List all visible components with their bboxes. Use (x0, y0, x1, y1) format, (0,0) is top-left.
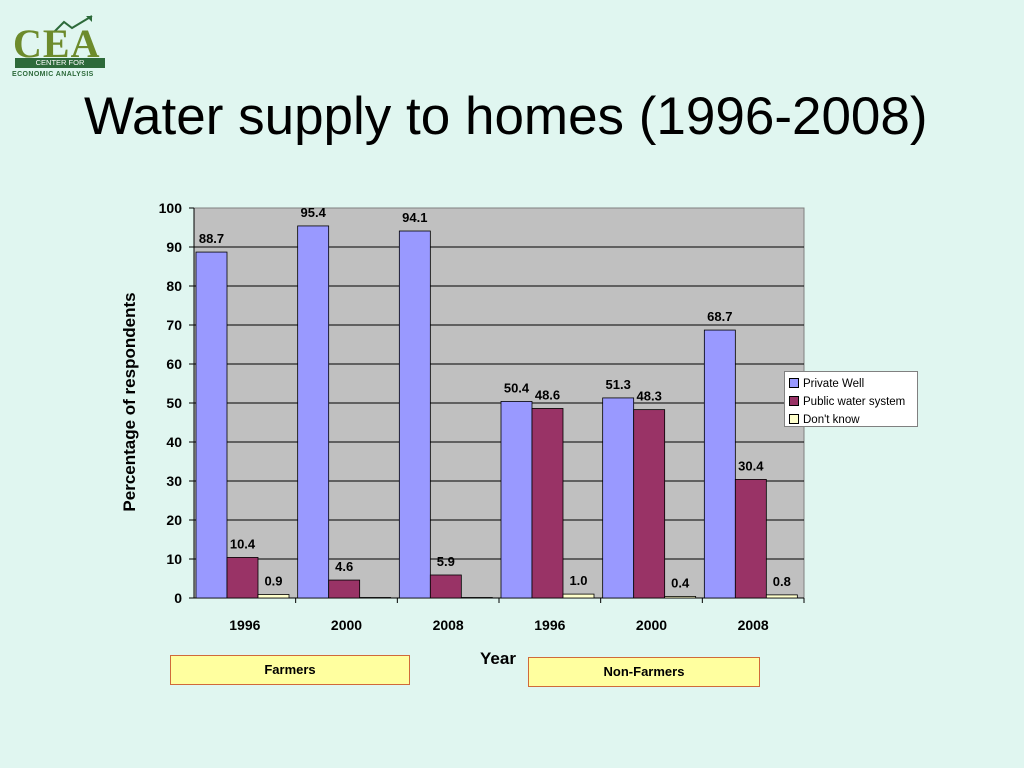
legend-label: Don't know (803, 414, 860, 426)
data-label: 48.6 (535, 387, 560, 402)
bar (297, 225, 330, 599)
data-label: 5.9 (437, 554, 455, 569)
bar (429, 574, 462, 599)
logo-subtitle-1: CENTER FOR (15, 58, 105, 68)
data-label: 30.4 (738, 458, 764, 473)
data-label: 0.9 (264, 573, 282, 588)
bar (398, 230, 431, 599)
legend-item: Private Well (789, 375, 917, 393)
legend-swatch (789, 396, 799, 406)
y-tick-label: 70 (166, 317, 182, 333)
y-tick-label: 30 (166, 473, 182, 489)
logo-wordmark: CEA (13, 21, 101, 66)
bar (562, 593, 595, 599)
data-label: 0.8 (773, 574, 791, 589)
data-label: 0.4 (671, 575, 690, 590)
data-label: 48.3 (637, 389, 662, 404)
x-tick-label: 2000 (636, 617, 667, 633)
y-tick-label: 100 (159, 200, 183, 216)
data-label: 4.6 (335, 559, 353, 574)
cea-logo: CEA CENTER FOR ECONOMIC ANALYSIS (10, 14, 110, 82)
data-label: 1.0 (569, 573, 587, 588)
legend-swatch (789, 378, 799, 388)
data-label: 94.1 (402, 210, 427, 225)
bar (531, 408, 564, 599)
bar (500, 401, 533, 599)
x-tick-label: 2008 (433, 617, 464, 633)
legend-label: Private Well (803, 378, 865, 390)
bar (703, 329, 736, 599)
bar (328, 579, 361, 599)
x-tick-label: 2000 (331, 617, 362, 633)
bar (257, 594, 290, 599)
x-tick-label: 1996 (229, 617, 260, 633)
bar (664, 596, 697, 599)
y-tick-label: 0 (174, 590, 182, 606)
x-tick-label: 1996 (534, 617, 565, 633)
logo-subtitle-2: ECONOMIC ANALYSIS (12, 71, 94, 78)
page-title: Water supply to homes (1996-2008) (84, 87, 928, 146)
data-label: 10.4 (230, 536, 256, 551)
data-label: 88.7 (199, 231, 224, 246)
bar (602, 397, 635, 599)
legend-label: Public water system (803, 396, 906, 408)
y-tick-label: 90 (166, 239, 182, 255)
y-tick-label: 10 (166, 551, 182, 567)
bar (226, 557, 259, 599)
x-tick-label: 2008 (738, 617, 769, 633)
data-label: 68.7 (707, 309, 732, 324)
legend-item: Public water system (789, 393, 917, 411)
bar (734, 479, 767, 599)
y-tick-label: 40 (166, 434, 182, 450)
y-tick-label: 20 (166, 512, 182, 528)
non-farmers-group-label: Non-Farmers (528, 657, 760, 687)
x-axis-title: Year (480, 649, 516, 668)
data-label: 50.4 (504, 380, 530, 395)
legend-swatch (789, 414, 799, 424)
bar (633, 409, 666, 599)
growth-arrow-icon (53, 15, 93, 33)
y-tick-label: 80 (166, 278, 182, 294)
data-label: 51.3 (606, 377, 631, 392)
y-tick-label: 60 (166, 356, 182, 372)
chart-legend: Private Well Public water system Don't kno… (784, 371, 918, 427)
data-label: 95.4 (301, 205, 327, 220)
y-tick-label: 50 (166, 395, 182, 411)
bar (460, 597, 493, 599)
farmers-group-label: Farmers (170, 655, 410, 685)
bar (359, 597, 392, 599)
bar (195, 251, 228, 599)
legend-item: Don't know (789, 411, 917, 429)
bar (765, 594, 798, 599)
y-axis-title: Percentage of respondents (120, 292, 139, 511)
